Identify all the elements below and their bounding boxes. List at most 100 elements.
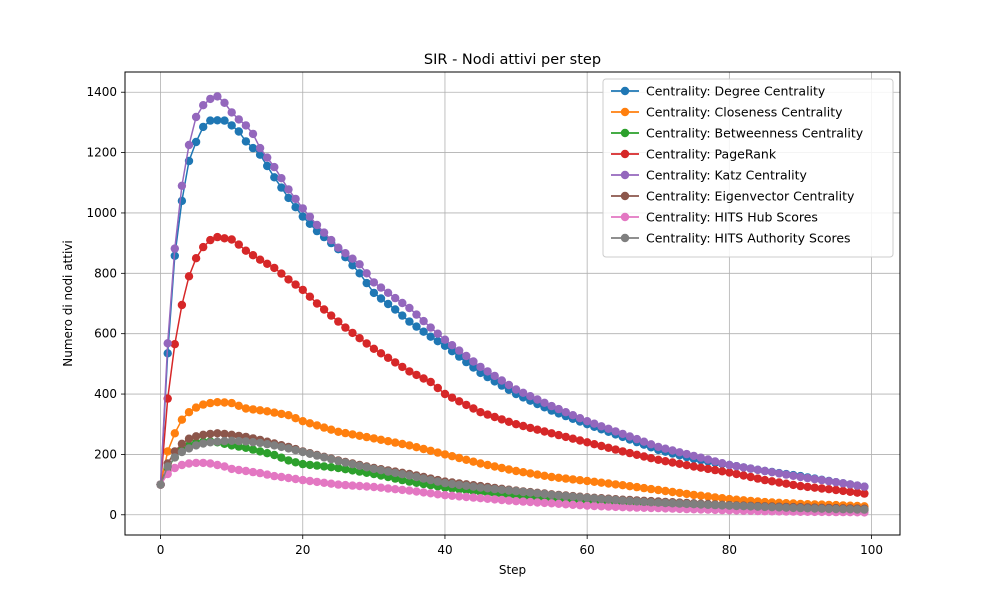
data-point xyxy=(362,432,371,442)
data-point xyxy=(447,341,457,350)
legend-marker xyxy=(620,233,630,243)
data-point xyxy=(604,479,613,488)
legend-label: Centrality: Closeness Centrality xyxy=(646,105,843,120)
data-point xyxy=(191,403,201,412)
data-point xyxy=(412,310,421,319)
data-point xyxy=(191,441,201,450)
data-point xyxy=(241,246,251,255)
data-point xyxy=(170,447,179,456)
data-point xyxy=(270,173,279,182)
data-point xyxy=(426,332,435,341)
data-point xyxy=(277,174,286,183)
data-point xyxy=(490,412,499,422)
data-point xyxy=(369,464,379,474)
data-point xyxy=(526,392,535,401)
data-point xyxy=(305,292,315,301)
plot-frame xyxy=(124,71,901,536)
data-point xyxy=(341,465,350,474)
data-point xyxy=(860,505,869,514)
data-point xyxy=(220,436,229,446)
data-point xyxy=(533,395,542,404)
legend-item: Centrality: Degree Centrality xyxy=(611,84,826,99)
data-point xyxy=(519,421,528,431)
data-point xyxy=(725,468,734,477)
data-point xyxy=(348,328,357,338)
data-point xyxy=(540,398,549,407)
data-point xyxy=(248,251,258,260)
data-point xyxy=(341,458,350,467)
data-point xyxy=(718,501,727,510)
x-tick-label: 0 xyxy=(157,543,165,557)
data-point xyxy=(206,429,215,439)
data-point xyxy=(241,137,251,146)
data-point xyxy=(540,471,549,480)
data-point xyxy=(554,499,563,508)
data-point xyxy=(519,497,528,506)
data-point xyxy=(348,460,357,469)
x-tick-label: 80 xyxy=(722,543,737,557)
data-point xyxy=(490,484,499,494)
data-point xyxy=(646,440,656,449)
data-point xyxy=(291,414,300,423)
data-point xyxy=(270,450,279,460)
data-point xyxy=(696,500,706,509)
data-point xyxy=(327,463,336,472)
data-point xyxy=(583,501,592,510)
data-point xyxy=(227,430,236,439)
data-point xyxy=(383,288,393,297)
data-point xyxy=(426,323,435,332)
legend-label: Centrality: Degree Centrality xyxy=(646,84,826,99)
data-point xyxy=(469,493,478,502)
data-point xyxy=(583,438,592,447)
data-point xyxy=(476,408,485,417)
data-point xyxy=(590,419,599,428)
data-point xyxy=(376,466,386,475)
data-point xyxy=(305,419,315,428)
data-point xyxy=(255,406,265,415)
data-point xyxy=(405,441,414,450)
data-point xyxy=(398,470,407,479)
data-point xyxy=(504,465,514,474)
data-point xyxy=(369,288,379,298)
data-point xyxy=(227,121,236,130)
data-point xyxy=(391,358,400,367)
data-point xyxy=(703,455,713,464)
data-point xyxy=(654,485,663,495)
data-point xyxy=(568,434,578,443)
data-point xyxy=(199,122,208,132)
data-point xyxy=(348,430,357,439)
data-point xyxy=(263,161,272,171)
data-point xyxy=(433,448,442,457)
data-point xyxy=(291,203,300,212)
x-tick-label: 60 xyxy=(580,543,595,557)
data-point xyxy=(312,421,322,430)
data-point xyxy=(270,471,279,481)
data-point xyxy=(703,464,713,474)
legend-item: Centrality: Closeness Centrality xyxy=(611,105,843,120)
data-point xyxy=(511,385,521,394)
data-point xyxy=(767,503,777,512)
data-point xyxy=(291,458,300,467)
data-point xyxy=(263,470,272,479)
data-point xyxy=(412,472,421,482)
data-point xyxy=(447,491,457,500)
chart-title: SIR - Nodi attivi per step xyxy=(424,52,601,68)
data-point xyxy=(447,347,457,356)
data-point xyxy=(255,438,265,448)
data-point xyxy=(661,498,670,508)
data-point xyxy=(291,474,300,484)
data-point xyxy=(440,335,450,344)
data-point xyxy=(213,460,222,470)
data-point xyxy=(639,497,649,507)
data-point xyxy=(561,432,570,442)
data-point xyxy=(583,476,592,486)
data-point xyxy=(419,316,428,326)
data-point xyxy=(668,458,677,467)
data-point xyxy=(177,415,187,424)
data-point xyxy=(334,427,343,436)
data-point xyxy=(547,401,556,411)
data-point xyxy=(703,500,713,509)
data-point xyxy=(284,185,293,194)
data-point xyxy=(497,376,506,385)
data-point xyxy=(504,496,514,505)
